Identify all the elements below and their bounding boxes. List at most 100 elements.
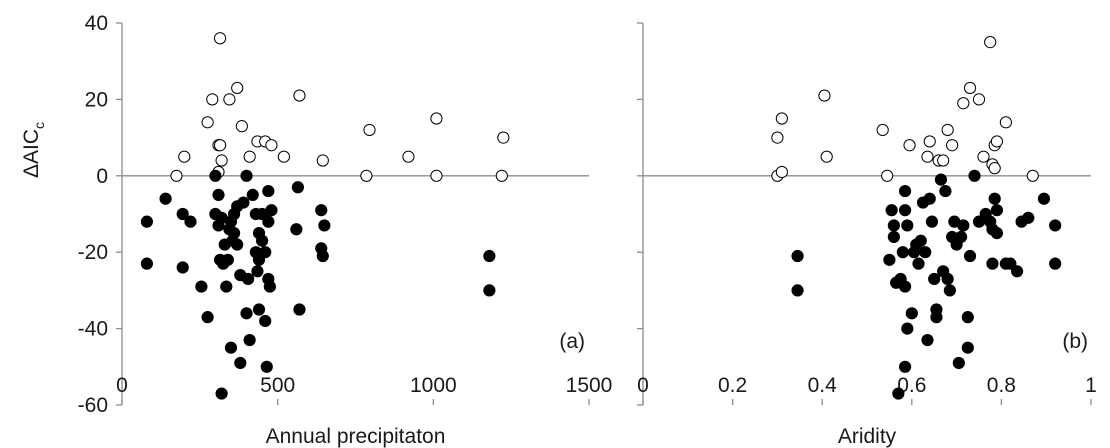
panel-b: 0 0.2 0.4 0.6 0.8 1 Aridity (b) bbox=[637, 22, 1097, 448]
open-data-point bbox=[293, 89, 306, 102]
x-tick-label: 1000 bbox=[410, 374, 457, 397]
open-data-point bbox=[213, 32, 227, 45]
filled-data-point bbox=[901, 322, 914, 335]
open-data-point bbox=[495, 169, 508, 182]
open-data-point bbox=[923, 135, 936, 148]
open-data-point bbox=[215, 154, 228, 167]
y-axis-title-sub: c bbox=[31, 122, 47, 129]
filled-data-point bbox=[1037, 192, 1051, 205]
filled-data-point bbox=[1010, 265, 1024, 278]
open-data-point bbox=[820, 150, 833, 163]
filled-data-point bbox=[952, 356, 965, 370]
open-data-point bbox=[775, 112, 788, 125]
filled-data-point bbox=[234, 356, 247, 370]
filled-data-point bbox=[887, 230, 900, 244]
filled-data-point bbox=[483, 249, 496, 263]
filled-data-point bbox=[791, 249, 804, 263]
open-data-point bbox=[963, 81, 977, 95]
filled-data-point bbox=[898, 204, 912, 217]
filled-data-point bbox=[923, 192, 936, 205]
filled-data-point bbox=[791, 284, 804, 297]
filled-data-point bbox=[176, 261, 189, 274]
open-data-point bbox=[957, 97, 970, 110]
filled-data-point bbox=[291, 181, 305, 194]
filled-data-point bbox=[988, 192, 1001, 205]
open-data-point bbox=[771, 131, 784, 144]
filled-data-point bbox=[159, 192, 172, 205]
open-data-point bbox=[265, 139, 278, 152]
filled-data-point bbox=[290, 223, 303, 236]
open-data-point bbox=[316, 154, 329, 167]
filled-data-point bbox=[265, 204, 278, 217]
x-tick-label: 0.4 bbox=[808, 374, 838, 397]
filled-data-point bbox=[1004, 257, 1017, 270]
open-data-point bbox=[235, 120, 248, 133]
y-tick-label: 0 bbox=[96, 165, 108, 188]
filled-data-point bbox=[939, 184, 952, 198]
filled-data-point bbox=[898, 280, 912, 293]
open-data-point bbox=[201, 116, 214, 129]
filled-data-point bbox=[957, 219, 970, 232]
filled-data-point bbox=[240, 307, 253, 320]
open-data-point bbox=[921, 150, 934, 163]
panel-label: (b) bbox=[1062, 330, 1088, 353]
filled-data-point bbox=[896, 246, 909, 259]
filled-data-point bbox=[209, 169, 222, 182]
filled-data-point bbox=[963, 249, 977, 263]
x-tick-label: 1500 bbox=[566, 374, 613, 397]
x-tick-label: 0.8 bbox=[987, 374, 1016, 397]
filled-data-point bbox=[140, 257, 154, 270]
open-data-point bbox=[1026, 169, 1039, 182]
open-data-point bbox=[223, 93, 236, 106]
y-tick-label: 20 bbox=[85, 88, 108, 111]
filled-data-point bbox=[885, 204, 898, 217]
filled-data-point bbox=[912, 257, 925, 270]
filled-data-point bbox=[249, 207, 262, 221]
filled-data-point bbox=[251, 265, 264, 278]
filled-data-point bbox=[898, 360, 912, 373]
filled-data-point bbox=[892, 387, 905, 400]
filled-data-point bbox=[961, 311, 974, 324]
panel-a: 40 20 0 -20 -40 -60 0 500 1000 1500 Annual precipi… bbox=[78, 12, 613, 448]
filled-data-point bbox=[224, 341, 238, 354]
filled-data-point bbox=[252, 253, 266, 266]
filled-data-point bbox=[901, 219, 914, 232]
open-data-point bbox=[941, 123, 954, 137]
y-tick-label: 40 bbox=[85, 12, 108, 35]
x-tick-label: 0 bbox=[637, 374, 649, 397]
filled-data-point bbox=[256, 234, 269, 247]
filled-data-point bbox=[212, 219, 225, 232]
filled-data-point bbox=[215, 387, 228, 400]
filled-data-point bbox=[914, 234, 927, 247]
filled-data-point bbox=[316, 249, 329, 263]
filled-data-point bbox=[246, 188, 259, 201]
filled-data-point bbox=[195, 280, 208, 293]
filled-data-point bbox=[883, 253, 896, 266]
open-data-point bbox=[977, 150, 990, 163]
open-data-point bbox=[972, 93, 986, 106]
open-data-point bbox=[990, 135, 1004, 148]
filled-data-point bbox=[930, 311, 943, 324]
x-tick-label: 0 bbox=[116, 374, 128, 397]
filled-data-point bbox=[259, 314, 272, 328]
filled-data-point bbox=[925, 215, 939, 228]
panel-label: (a) bbox=[559, 330, 585, 353]
filled-data-point bbox=[293, 303, 306, 316]
filled-data-point bbox=[1049, 219, 1062, 232]
open-data-point bbox=[937, 154, 950, 167]
open-data-point bbox=[170, 169, 183, 182]
open-data-point bbox=[988, 162, 1001, 175]
open-data-point bbox=[946, 139, 959, 152]
filled-data-point bbox=[943, 284, 956, 297]
open-data-point bbox=[213, 139, 227, 152]
filled-data-point bbox=[223, 223, 236, 236]
filled-data-point bbox=[1049, 257, 1062, 270]
x-tick-label: 500 bbox=[260, 374, 295, 397]
x-tick-label: 1 bbox=[1085, 374, 1097, 397]
filled-data-point bbox=[260, 360, 273, 373]
filled-data-point bbox=[176, 207, 189, 221]
open-data-point bbox=[363, 123, 376, 137]
y-tick-label: -20 bbox=[78, 241, 108, 264]
filled-data-point bbox=[905, 307, 918, 320]
open-data-point bbox=[277, 150, 290, 163]
